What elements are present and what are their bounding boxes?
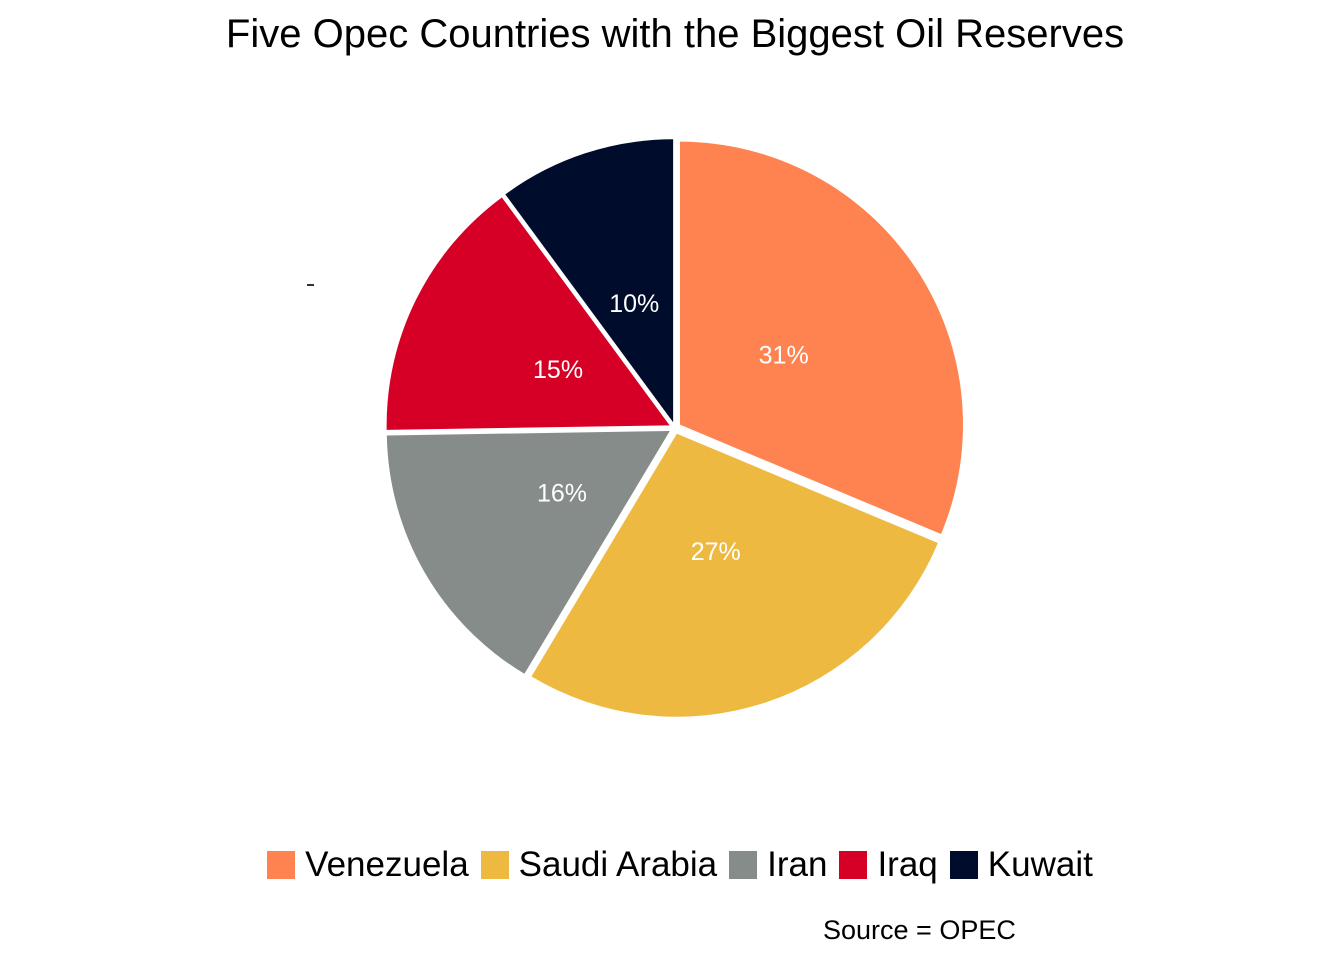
- legend-label: Iraq: [877, 845, 938, 884]
- slice-label-venezuela: 31%: [759, 342, 809, 370]
- pie-slice-kuwait: [505, 139, 674, 423]
- legend-swatch: [729, 851, 758, 879]
- legend-item-venezuela: Venezuela: [267, 842, 469, 888]
- legend-label: Saudi Arabia: [518, 845, 718, 884]
- slice-label-saudi-arabia: 27%: [691, 538, 741, 566]
- pie-slice-saudi-arabia: [531, 433, 938, 717]
- legend-swatch: [839, 851, 868, 879]
- stray-mark: [307, 284, 314, 286]
- slice-label-iraq: 15%: [533, 356, 583, 384]
- pie-slice-iran: [386, 431, 670, 674]
- legend-label: Iran: [767, 845, 828, 884]
- pie-slice-venezuela: [679, 141, 963, 535]
- slice-label-iran: 16%: [537, 479, 587, 507]
- legend-swatch: [480, 851, 509, 879]
- legend-item-kuwait: Kuwait: [949, 842, 1093, 888]
- legend-label: Kuwait: [987, 845, 1093, 884]
- legend-item-iraq: Iraq: [839, 842, 938, 888]
- source-caption: Source = OPEC: [823, 915, 1016, 945]
- legend-label: Venezuela: [305, 845, 469, 884]
- chart-title: Five Opec Countries with the Biggest Oil…: [225, 12, 1125, 56]
- slice-label-kuwait: 10%: [609, 290, 659, 318]
- pie-slice-iraq: [386, 197, 670, 430]
- legend-swatch: [267, 851, 296, 879]
- legend-swatch: [949, 851, 978, 879]
- legend-item-saudi-arabia: Saudi Arabia: [480, 842, 718, 888]
- legend: Venezuela Saudi Arabia Iran Iraq Kuwait: [0, 842, 1344, 888]
- legend-item-iran: Iran: [729, 842, 827, 888]
